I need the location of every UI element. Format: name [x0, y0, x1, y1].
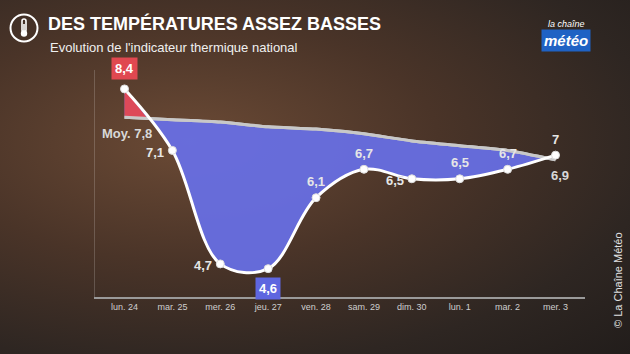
svg-text:8,4: 8,4	[115, 61, 134, 76]
svg-text:la chaîne: la chaîne	[548, 19, 585, 29]
svg-text:jeu. 27: jeu. 27	[254, 302, 282, 312]
svg-text:sam. 29: sam. 29	[348, 302, 380, 312]
svg-text:6,7: 6,7	[355, 146, 373, 161]
svg-text:Evolution de l'indicateur ther: Evolution de l'indicateur thermique nati…	[50, 40, 298, 55]
svg-text:dim. 30: dim. 30	[397, 302, 427, 312]
svg-text:ven. 28: ven. 28	[301, 302, 331, 312]
svg-text:mer. 26: mer. 26	[205, 302, 235, 312]
svg-text:4,7: 4,7	[194, 258, 212, 273]
svg-text:Moy. 7,8: Moy. 7,8	[102, 126, 152, 141]
svg-text:DES TEMPÉRATURES ASSEZ BASSES: DES TEMPÉRATURES ASSEZ BASSES	[48, 13, 381, 34]
svg-text:lun. 24: lun. 24	[111, 302, 138, 312]
svg-text:6,5: 6,5	[386, 173, 404, 188]
svg-text:6,1: 6,1	[307, 174, 325, 189]
svg-text:lun. 1: lun. 1	[449, 302, 471, 312]
svg-text:mar. 2: mar. 2	[495, 302, 520, 312]
svg-text:4,6: 4,6	[259, 281, 277, 296]
svg-text:6,7: 6,7	[499, 146, 517, 161]
svg-text:6,9: 6,9	[551, 168, 569, 183]
svg-text:météo: météo	[544, 32, 588, 49]
svg-text:6,5: 6,5	[451, 155, 469, 170]
svg-text:© La Chaîne Météo: © La Chaîne Météo	[612, 232, 624, 328]
svg-text:mer. 3: mer. 3	[543, 302, 568, 312]
svg-text:7,1: 7,1	[146, 145, 164, 160]
svg-text:mar. 25: mar. 25	[157, 302, 187, 312]
svg-text:7: 7	[552, 132, 559, 147]
